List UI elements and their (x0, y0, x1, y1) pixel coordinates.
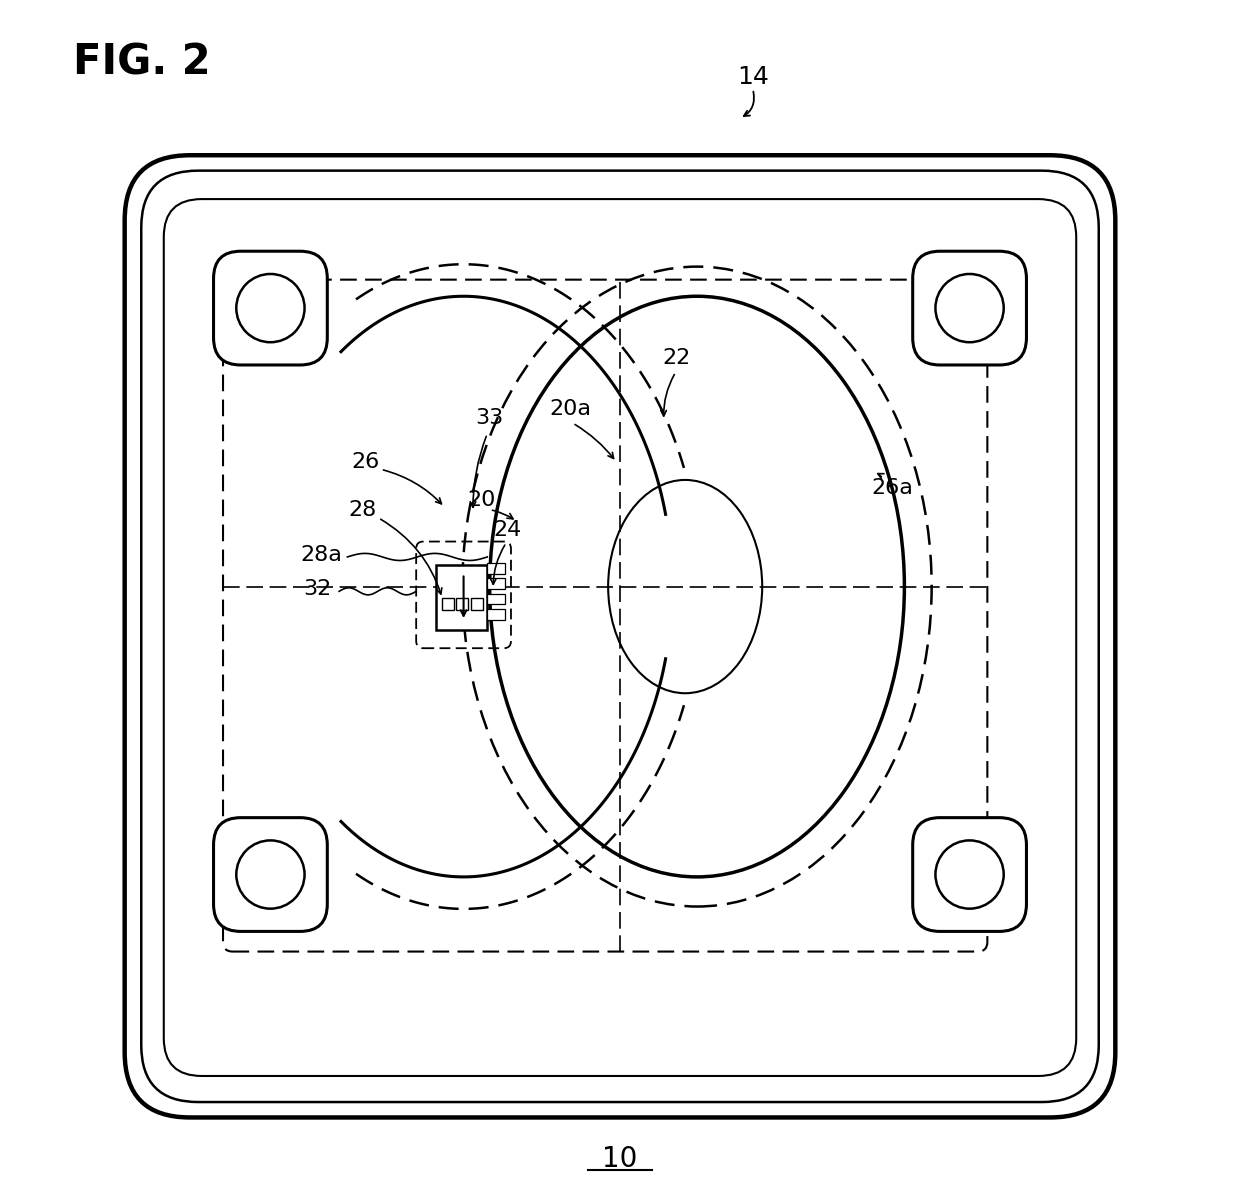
Text: 22: 22 (662, 348, 691, 367)
Circle shape (935, 840, 1003, 909)
Bar (487, 594, 505, 604)
Text: 32: 32 (304, 579, 332, 598)
Text: FIG. 2: FIG. 2 (72, 41, 210, 83)
FancyBboxPatch shape (913, 251, 1027, 365)
Bar (487, 578, 505, 589)
FancyBboxPatch shape (913, 818, 1027, 931)
Text: 28a: 28a (300, 545, 342, 564)
FancyBboxPatch shape (213, 818, 327, 931)
Text: 20a: 20a (549, 399, 591, 418)
Bar (487, 563, 505, 574)
Circle shape (237, 840, 305, 909)
Bar (456, 598, 469, 610)
Circle shape (237, 274, 305, 342)
Bar (443, 598, 454, 610)
Text: 14: 14 (737, 65, 769, 89)
Text: 24: 24 (494, 520, 522, 539)
FancyBboxPatch shape (213, 251, 327, 365)
Text: 28: 28 (348, 500, 377, 519)
Bar (436, 565, 487, 630)
Bar (471, 598, 482, 610)
Text: 20: 20 (467, 491, 496, 510)
Text: 33: 33 (475, 409, 503, 428)
Bar (487, 609, 505, 620)
Text: 26: 26 (351, 453, 379, 472)
Text: 10: 10 (603, 1145, 637, 1173)
Text: 26a: 26a (872, 479, 914, 498)
Circle shape (935, 274, 1003, 342)
